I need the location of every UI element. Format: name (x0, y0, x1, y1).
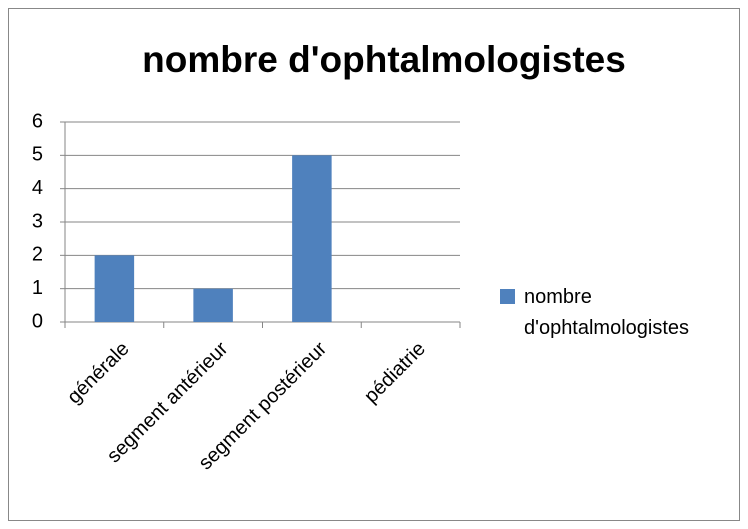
y-tick-label: 0 (32, 310, 43, 332)
y-tick-label: 4 (32, 177, 43, 199)
legend-swatch (500, 289, 515, 304)
y-tick-label: 2 (32, 244, 43, 266)
y-tick-label: 5 (32, 144, 43, 166)
y-tick-label: 3 (32, 210, 43, 232)
bar (292, 155, 332, 322)
bar (193, 288, 233, 322)
y-tick-label: 1 (32, 277, 43, 299)
bar (94, 255, 135, 322)
legend-label: nombre d'ophtalmologistes (524, 286, 690, 339)
y-tick-label: 6 (32, 110, 43, 132)
chart-title: nombre d'ophtalmologistes (142, 39, 626, 80)
